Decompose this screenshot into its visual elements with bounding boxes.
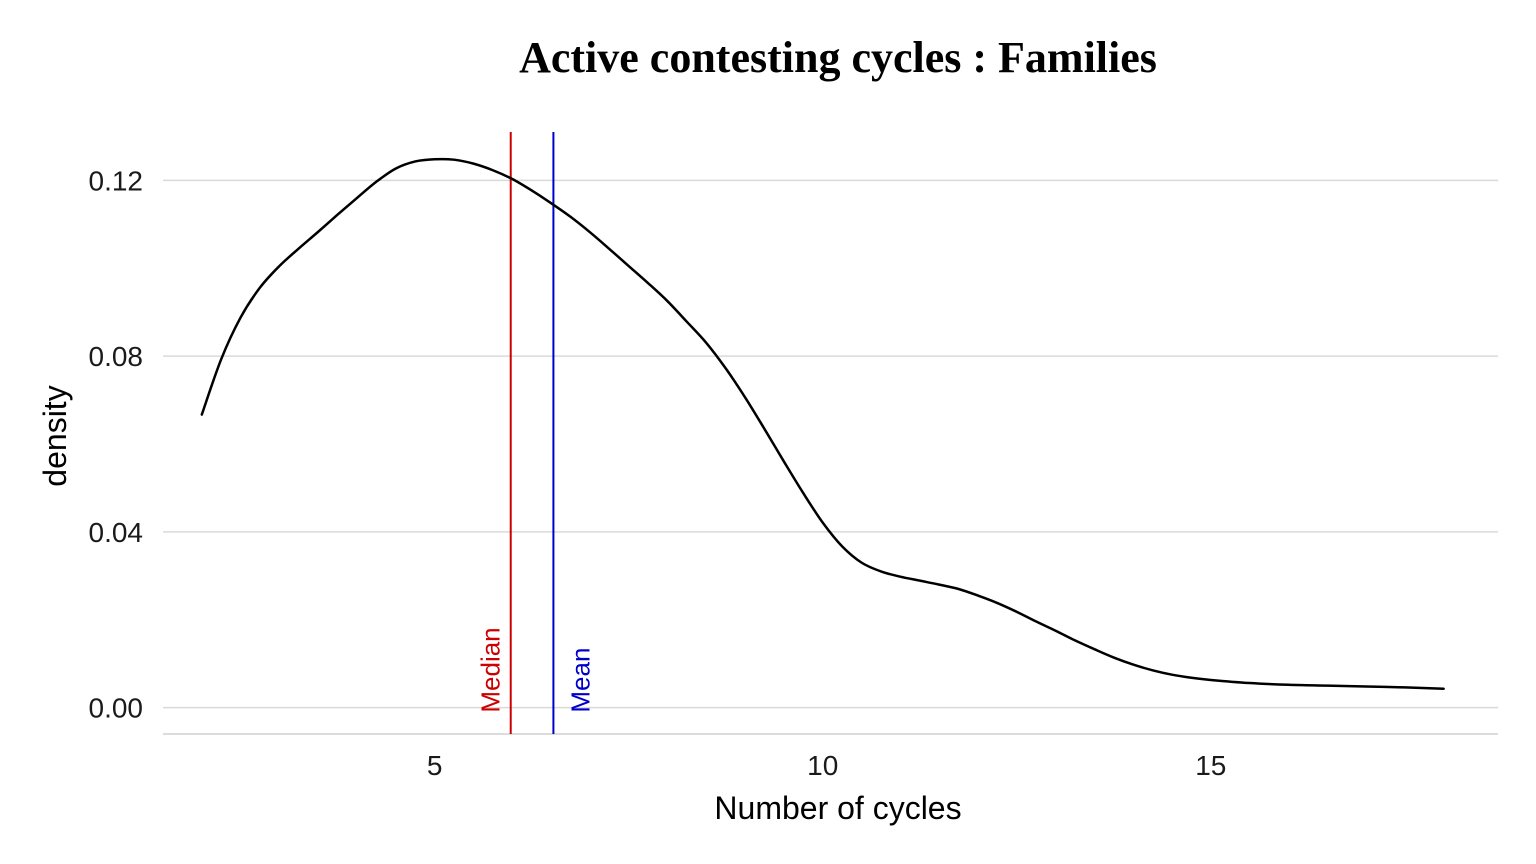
y-axis-ticks: 0.00 0.04 0.08 0.12 (89, 165, 144, 723)
x-tick-label: 15 (1195, 750, 1226, 781)
x-tick-label: 10 (807, 750, 838, 781)
x-axis-title: Number of cycles (714, 790, 961, 826)
y-axis-title: density (37, 385, 73, 486)
reference-lines: Median Mean (476, 132, 595, 734)
ref-label-mean: Mean (565, 648, 595, 713)
y-tick-label: 0.04 (89, 517, 144, 548)
x-axis-ticks: 5 10 15 (427, 750, 1227, 781)
ref-label-median: Median (476, 627, 506, 712)
y-tick-label: 0.12 (89, 165, 144, 196)
y-tick-label: 0.00 (89, 693, 144, 724)
x-tick-label: 5 (427, 750, 443, 781)
chart-title: Active contesting cycles : Families (519, 33, 1157, 82)
density-curve (200, 157, 1445, 690)
y-tick-label: 0.08 (89, 341, 144, 372)
grid-lines (163, 179, 1498, 709)
